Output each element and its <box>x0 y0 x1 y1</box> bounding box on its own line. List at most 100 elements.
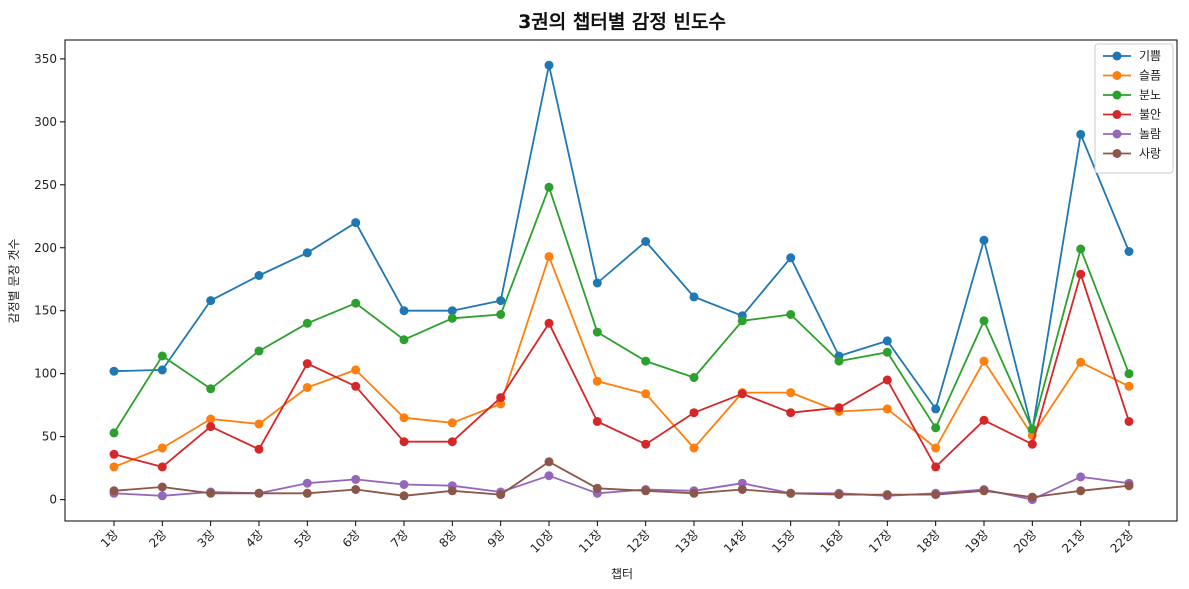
y-axis-label: 감정별 문장 갯수 <box>7 239 21 324</box>
data-point <box>447 306 457 316</box>
data-point <box>979 235 989 245</box>
data-point <box>641 486 651 496</box>
data-point <box>544 457 554 467</box>
data-point <box>399 335 409 345</box>
x-axis-label: 챕터 <box>611 566 633 581</box>
series-line <box>113 273 1130 468</box>
x-tick-label: 6장 <box>340 527 363 550</box>
legend-label: 분노 <box>1139 88 1161 102</box>
data-point <box>931 443 941 453</box>
data-point <box>399 480 409 489</box>
data-point <box>544 471 554 481</box>
data-point <box>447 313 457 323</box>
data-point <box>689 443 699 453</box>
data-point <box>1076 129 1086 139</box>
data-point <box>1076 472 1086 482</box>
data-point <box>302 248 312 258</box>
series-line <box>113 186 1130 434</box>
data-point <box>689 488 699 498</box>
legend-item: 불안 <box>1103 108 1161 122</box>
data-point <box>109 462 119 472</box>
data-point <box>931 423 941 433</box>
series-2 <box>109 182 1134 438</box>
data-point <box>786 388 796 398</box>
data-point <box>882 375 892 385</box>
data-point <box>206 422 216 432</box>
data-point <box>496 490 506 500</box>
y-tick-label: 150 <box>34 304 57 318</box>
data-point <box>882 404 892 414</box>
y-tick-label: 350 <box>34 52 57 66</box>
data-point <box>1076 486 1086 496</box>
data-point <box>786 310 796 319</box>
x-tick-label: 9장 <box>485 527 508 550</box>
data-point <box>641 356 651 366</box>
legend-label: 불안 <box>1139 108 1161 122</box>
series-line <box>113 460 1130 499</box>
data-point <box>302 318 312 328</box>
x-tick-label: 14장 <box>721 527 750 556</box>
data-point <box>302 478 312 488</box>
legend-marker <box>1112 149 1122 158</box>
data-point <box>351 381 361 391</box>
y-tick-label: 0 <box>49 493 57 507</box>
x-tick-label: 4장 <box>243 527 266 550</box>
data-point <box>592 483 602 493</box>
data-point <box>689 373 699 382</box>
x-tick-label: 13장 <box>673 527 702 556</box>
y-tick-label: 200 <box>34 241 57 255</box>
data-point <box>689 292 699 302</box>
series-4 <box>109 471 1134 505</box>
data-point <box>641 439 651 449</box>
data-point <box>737 485 747 494</box>
y-tick-label: 50 <box>42 430 57 444</box>
x-axis: 1장 2장 3장 4장 5장 6장 7장 8장 9장 10장 11장 12장 13장 14장 15장 16장 1… <box>98 521 1136 556</box>
x-tick-label: 20장 <box>1011 527 1040 556</box>
data-point <box>737 316 747 326</box>
data-point <box>592 417 602 426</box>
data-point <box>931 462 941 472</box>
series-layer <box>109 60 1134 505</box>
data-point <box>157 443 167 453</box>
legend-label: 사랑 <box>1139 147 1161 161</box>
legend-label: 기쁨 <box>1139 49 1161 63</box>
data-point <box>882 336 892 346</box>
data-point <box>592 278 602 288</box>
x-tick-label: 3장 <box>195 527 218 550</box>
data-point <box>351 365 361 375</box>
x-tick-label: 7장 <box>388 527 411 550</box>
data-point <box>1076 357 1086 367</box>
data-point <box>447 486 457 496</box>
data-point <box>1124 417 1134 426</box>
data-point <box>254 271 264 280</box>
x-tick-label: 19장 <box>963 527 992 556</box>
x-tick-label: 12장 <box>624 527 653 556</box>
data-point <box>1076 269 1086 279</box>
series-line <box>113 64 1130 432</box>
data-point <box>834 356 844 366</box>
data-point <box>206 384 216 394</box>
data-point <box>399 413 409 423</box>
data-point <box>544 60 554 70</box>
data-point <box>206 296 216 306</box>
data-point <box>544 252 554 262</box>
data-point <box>496 393 506 403</box>
data-point <box>641 237 651 246</box>
data-point <box>592 327 602 337</box>
legend-marker <box>1112 51 1122 61</box>
x-tick-label: 18장 <box>914 527 943 556</box>
data-point <box>399 437 409 447</box>
data-point <box>689 408 699 418</box>
data-point <box>1124 381 1134 391</box>
legend-label: 슬픔 <box>1139 69 1161 83</box>
series-1 <box>109 252 1134 472</box>
x-tick-label: 17장 <box>866 527 895 556</box>
data-point <box>351 474 361 484</box>
data-point <box>399 306 409 316</box>
data-point <box>1124 369 1134 379</box>
data-point <box>786 253 796 263</box>
data-point <box>544 182 554 192</box>
data-point <box>157 491 167 501</box>
plot-frame <box>64 39 1178 522</box>
